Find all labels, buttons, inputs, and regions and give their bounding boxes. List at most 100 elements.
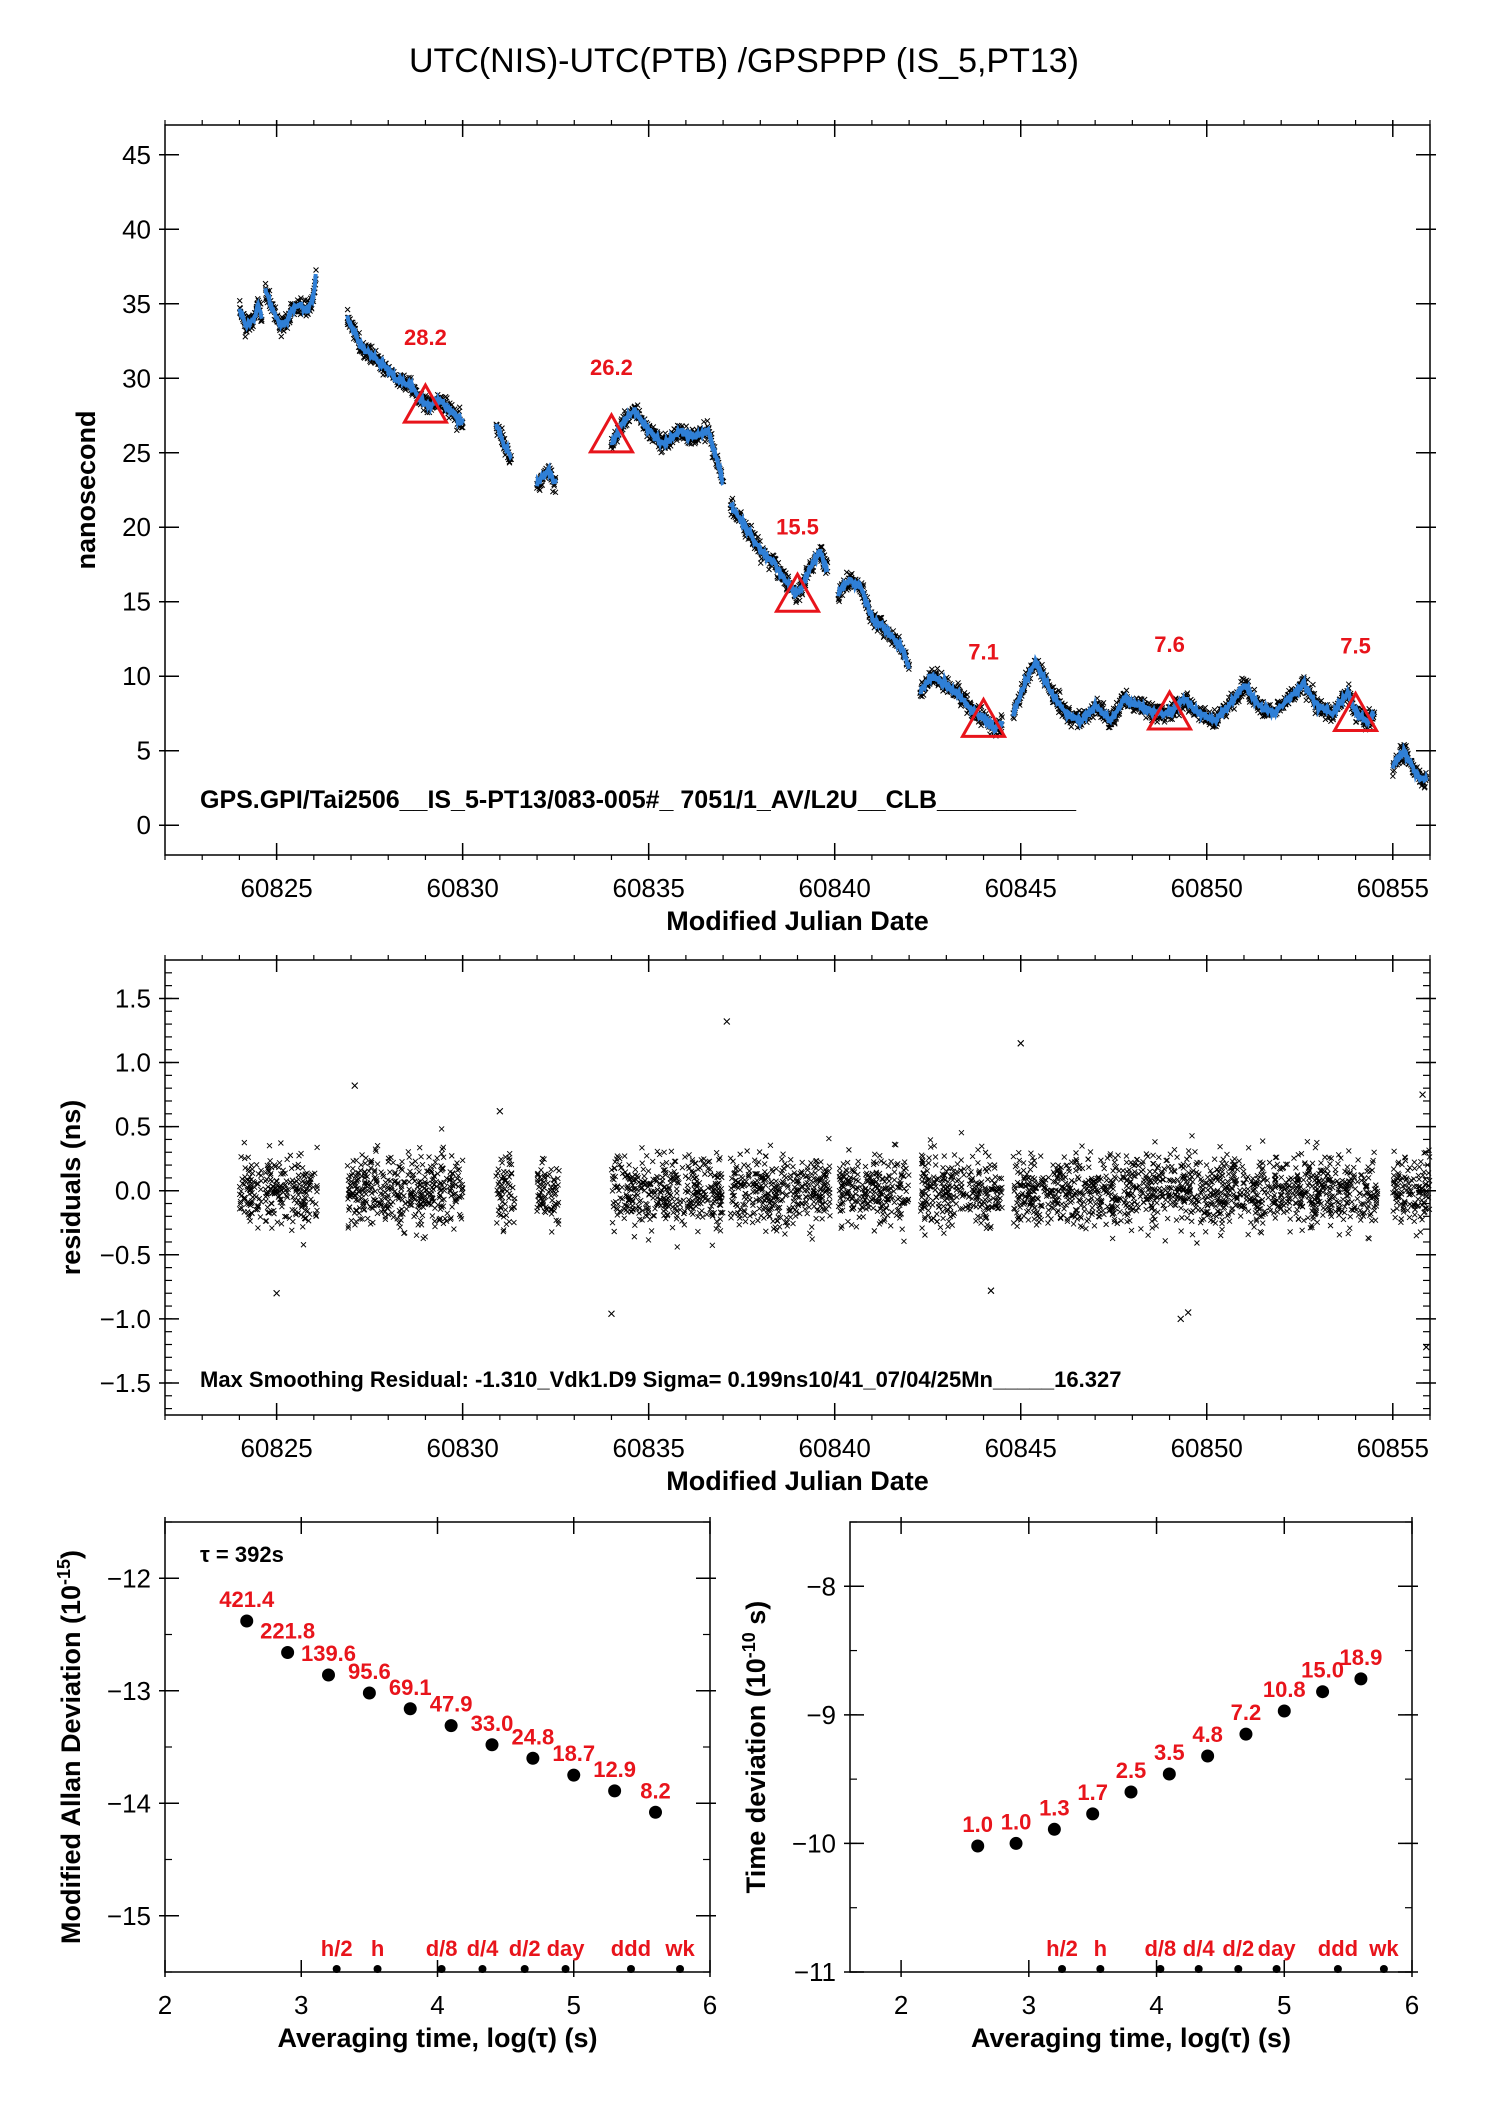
x-axis-title: Modified Julian Date — [666, 1466, 929, 1496]
residual-point — [275, 1164, 282, 1171]
residual-point — [509, 1184, 516, 1191]
residual-point — [288, 1227, 295, 1234]
residual-point — [495, 1166, 502, 1172]
residual-point — [273, 1178, 280, 1185]
smoothed-series — [237, 298, 264, 333]
raw-point — [262, 280, 269, 287]
residual-point — [736, 1221, 743, 1228]
residual-point — [296, 1152, 302, 1159]
residual-point — [534, 1208, 540, 1214]
residual-point — [456, 1166, 463, 1172]
residual-point — [432, 1205, 438, 1211]
residual-point — [689, 1170, 696, 1176]
residual-point — [429, 1213, 436, 1219]
residual-point — [746, 1182, 752, 1188]
x-tick-label: 60840 — [799, 1433, 871, 1463]
raw-point — [242, 333, 249, 340]
residual-point — [269, 1225, 275, 1231]
raw-point — [929, 666, 935, 673]
raw-point — [313, 267, 319, 273]
residual-point — [707, 1171, 714, 1178]
residual-point — [704, 1211, 710, 1218]
residual-point — [674, 1190, 680, 1196]
residual-point — [738, 1173, 744, 1180]
residual-point — [790, 1220, 796, 1227]
residual-point — [743, 1196, 749, 1203]
residual-point — [695, 1166, 701, 1172]
residual-point — [348, 1217, 355, 1224]
raw-point — [843, 569, 850, 576]
raw-point — [793, 599, 799, 606]
residual-point — [669, 1224, 676, 1231]
residual-point — [430, 1186, 436, 1192]
raw-point — [667, 442, 674, 449]
residual-point — [636, 1198, 643, 1205]
residual-point — [397, 1224, 404, 1230]
raw-point — [458, 424, 465, 431]
residual-point — [498, 1212, 504, 1218]
residual-point — [555, 1182, 561, 1188]
marker-label: 15.5 — [776, 514, 819, 539]
raw-point — [258, 318, 265, 325]
residual-point — [242, 1174, 248, 1180]
residual-point — [299, 1223, 306, 1230]
residual-point — [813, 1215, 819, 1222]
raw-point — [701, 418, 707, 425]
residual-point — [621, 1153, 628, 1159]
x-tick-label: 60845 — [985, 1433, 1057, 1463]
residual-point — [503, 1221, 510, 1227]
residual-point — [241, 1139, 248, 1146]
raw-point — [704, 418, 711, 424]
residual-point — [756, 1205, 763, 1212]
residual-point — [639, 1145, 645, 1151]
y-axis-title-text: nanosecond — [71, 410, 101, 569]
residual-point — [790, 1178, 797, 1184]
x-tick-label: 60855 — [1357, 873, 1429, 903]
residual-point — [504, 1188, 510, 1194]
residual-point — [292, 1207, 298, 1213]
residual-point — [646, 1191, 652, 1197]
raw-point — [552, 489, 559, 496]
residual-point — [248, 1162, 255, 1169]
residual-point — [668, 1148, 675, 1155]
residual-point — [776, 1223, 783, 1230]
residual-point — [438, 1163, 444, 1169]
residual-point — [451, 1226, 457, 1232]
residual-point — [374, 1161, 381, 1167]
residual-point — [812, 1170, 819, 1176]
raw-point — [443, 395, 450, 401]
residual-point — [266, 1142, 273, 1149]
residual-point — [808, 1224, 815, 1230]
residual-point — [416, 1169, 422, 1175]
residual-point — [399, 1158, 405, 1165]
residual-point — [826, 1135, 832, 1142]
residual-point — [247, 1218, 254, 1224]
residual-point — [799, 1159, 806, 1166]
y-tick-label: 20 — [122, 512, 151, 542]
residual-point — [770, 1226, 777, 1232]
y-tick-label: 10 — [122, 661, 151, 691]
raw-point — [344, 306, 351, 313]
residual-point — [773, 1165, 780, 1172]
marker-label: 7.5 — [1340, 633, 1371, 658]
residual-point — [539, 1187, 546, 1193]
y-tick-label: −1.5 — [100, 1368, 151, 1398]
residual-point — [808, 1160, 814, 1166]
residual-point — [737, 1215, 743, 1221]
y-tick-label: 1.0 — [115, 1048, 151, 1078]
residual-point — [278, 1221, 285, 1227]
residual-point — [633, 1205, 640, 1212]
residual-point — [274, 1219, 281, 1226]
residual-point — [411, 1178, 418, 1184]
residual-point — [499, 1160, 505, 1166]
residual-point — [459, 1185, 466, 1191]
y-axis-title: nanosecond — [71, 410, 101, 569]
residual-point — [283, 1178, 290, 1184]
residual-point — [746, 1168, 753, 1174]
residual-point — [413, 1232, 420, 1238]
residual-point — [350, 1165, 356, 1172]
residual-point — [792, 1207, 798, 1213]
residual-point — [405, 1148, 412, 1155]
raw-point — [674, 437, 680, 444]
marker-label: 7.1 — [968, 639, 999, 664]
